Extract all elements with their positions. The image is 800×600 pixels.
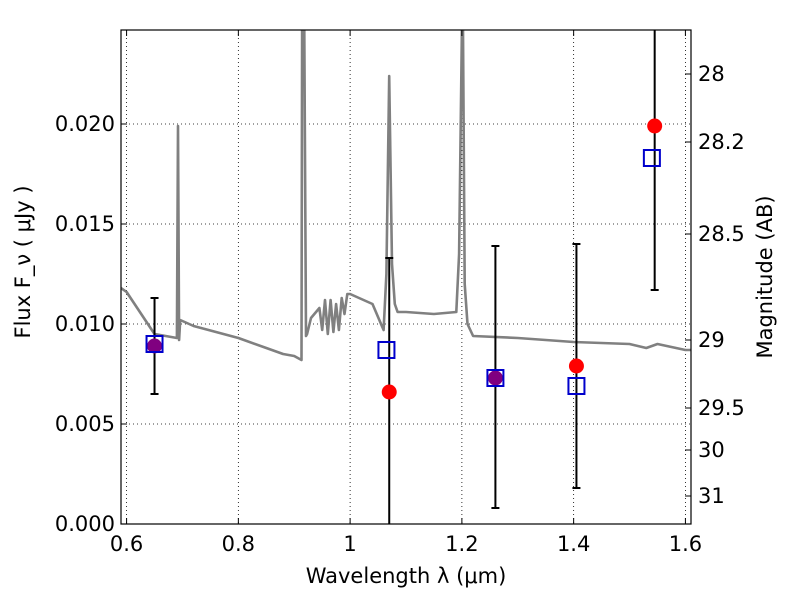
observed-point xyxy=(647,118,663,134)
axis-ticks: 0.6 0.8 1 1.2 1.4 1.6 0.000 0.005 0.010 0.015 0.02… xyxy=(55,30,745,556)
y-axis-label: Flux F_ν ( μJy ) xyxy=(11,185,36,338)
plot-frame xyxy=(120,29,692,525)
right-tick-label: 29 xyxy=(698,328,725,352)
right-tick-label: 28 xyxy=(698,62,725,86)
observed-point xyxy=(381,384,397,400)
template-spectrum xyxy=(121,30,691,362)
observed-point xyxy=(147,338,163,354)
model-point xyxy=(642,149,661,167)
model-point xyxy=(377,341,396,359)
x-tick-label: 1 xyxy=(343,532,356,556)
observed-point xyxy=(568,358,584,374)
model-point xyxy=(486,369,505,387)
x-tick-label: 1.6 xyxy=(669,532,702,556)
x-axis-label: Wavelength λ (μm) xyxy=(306,564,507,588)
model-point xyxy=(145,335,164,353)
observed-point xyxy=(487,370,503,386)
x-tick-label: 0.8 xyxy=(222,532,255,556)
model-point xyxy=(567,377,586,395)
spectrum-line xyxy=(121,30,691,362)
y-tick-label: 0.005 xyxy=(55,412,115,436)
right-tick-label: 28.5 xyxy=(698,222,745,246)
y-tick-label: 0.020 xyxy=(55,112,115,136)
right-tick-label: 30 xyxy=(698,438,725,462)
right-axis-label: Magnitude (AB) xyxy=(753,195,777,358)
grid xyxy=(121,30,691,525)
photometry-markers xyxy=(145,118,663,400)
error-bars xyxy=(150,30,659,524)
x-tick-label: 1.2 xyxy=(445,532,478,556)
right-tick-label: 31 xyxy=(698,484,725,508)
y-tick-label: 0.000 xyxy=(55,512,115,536)
x-tick-label: 0.6 xyxy=(110,532,143,556)
x-tick-label: 1.4 xyxy=(557,532,590,556)
y-tick-label: 0.015 xyxy=(55,212,115,236)
right-tick-label: 28.2 xyxy=(698,130,745,154)
y-tick-label: 0.010 xyxy=(55,312,115,336)
right-tick-label: 29.5 xyxy=(698,396,745,420)
